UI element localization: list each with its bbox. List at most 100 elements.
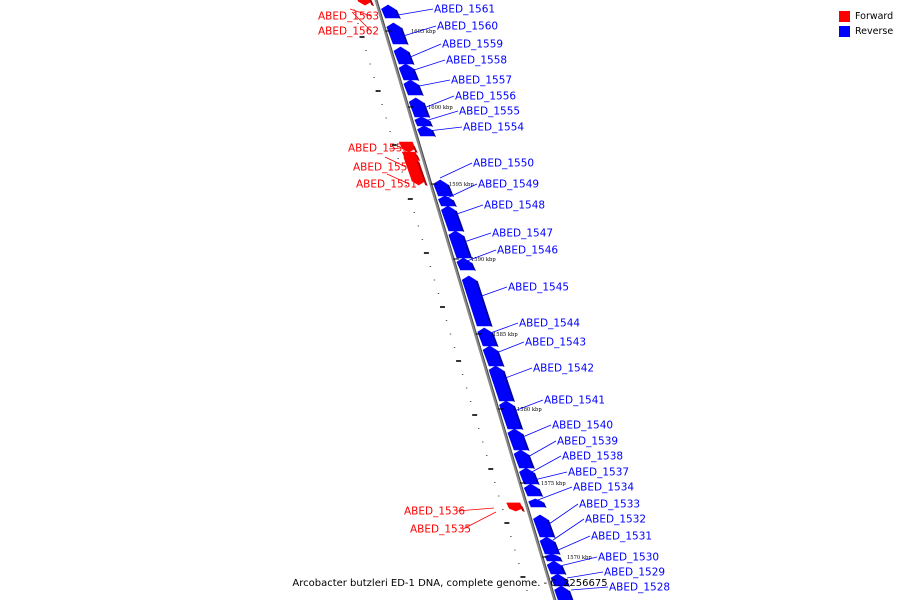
genome-axis bbox=[374, 0, 557, 600]
gene-label[interactable]: ABED_1532 bbox=[585, 514, 646, 526]
gene-abed-1551[interactable] bbox=[403, 156, 428, 186]
gene-label[interactable]: ABED_1563 bbox=[318, 11, 379, 23]
gene-connector bbox=[424, 110, 459, 122]
gene-label[interactable]: ABED_1554 bbox=[463, 122, 524, 134]
gene-abed-1530[interactable] bbox=[546, 560, 567, 575]
gene-label[interactable]: ABED_1529 bbox=[604, 567, 665, 579]
gene-connector bbox=[418, 95, 455, 111]
gene-connector bbox=[456, 507, 495, 512]
gene-connector bbox=[484, 322, 519, 336]
gene-label[interactable]: ABED_1555 bbox=[459, 106, 520, 118]
gene-block[interactable] bbox=[403, 156, 426, 186]
gene-label[interactable]: ABED_1551 bbox=[356, 179, 417, 191]
gene-abed-1544[interactable] bbox=[477, 327, 499, 347]
gene-block[interactable] bbox=[438, 195, 455, 207]
gene-label[interactable]: ABED_1561 bbox=[434, 4, 495, 16]
gene-abed-1529[interactable] bbox=[550, 573, 571, 587]
gene-label[interactable]: ABED_1546 bbox=[497, 245, 558, 257]
gene-label[interactable]: ABED_1542 bbox=[533, 363, 594, 375]
gene-connector bbox=[407, 43, 442, 59]
gene-abed-1547[interactable] bbox=[448, 230, 473, 259]
gene-label[interactable]: ABED_1541 bbox=[544, 395, 605, 407]
gene-abed-1543[interactable] bbox=[482, 345, 505, 367]
gene-block-shade bbox=[519, 505, 525, 512]
gene-abed-1528[interactable] bbox=[554, 585, 578, 600]
gene-abed-1559[interactable] bbox=[393, 46, 415, 65]
gene-block[interactable] bbox=[414, 116, 432, 127]
gene-label[interactable]: ABED_1547 bbox=[492, 228, 553, 240]
gene-block[interactable] bbox=[539, 536, 559, 555]
axis-ticks: 1605 kbp 1600 kbp 1595 kbp 1590 kbp 1585 kbp… bbox=[385, 29, 592, 561]
gene-abed-1560[interactable] bbox=[386, 22, 409, 45]
gene-abed-1538[interactable] bbox=[519, 467, 540, 485]
gene-label[interactable]: ABED_1533 bbox=[579, 499, 640, 511]
legend-forward-label: Forward bbox=[855, 10, 894, 22]
gene-connector bbox=[413, 79, 451, 88]
gene-abed-1537[interactable] bbox=[523, 483, 544, 497]
gene-block[interactable] bbox=[550, 573, 569, 587]
gene-label[interactable]: ABED_1548 bbox=[484, 200, 545, 212]
gene-label[interactable]: ABED_1560 bbox=[437, 21, 498, 33]
gene-label[interactable]: ABED_1537 bbox=[568, 467, 629, 479]
gene-label[interactable]: ABED_1553 bbox=[348, 143, 409, 155]
gene-abed-1554[interactable] bbox=[417, 125, 437, 137]
gene-abed-1539[interactable] bbox=[513, 449, 535, 469]
gene-abed-1555[interactable] bbox=[414, 116, 434, 127]
gene-abed-1533[interactable] bbox=[533, 514, 556, 538]
gene-label[interactable]: ABED_1528 bbox=[609, 582, 670, 594]
gene-label[interactable]: ABED_1557 bbox=[451, 75, 512, 87]
gene-block-shade bbox=[512, 405, 524, 430]
gene-abed-1532[interactable] bbox=[539, 536, 561, 555]
tick-label: 1600 kbp bbox=[428, 105, 453, 111]
gene-block[interactable] bbox=[506, 502, 523, 512]
gene-abed-1561[interactable] bbox=[381, 4, 401, 19]
gene-abed-1558[interactable] bbox=[398, 63, 420, 81]
gene-abed-1550[interactable] bbox=[433, 179, 454, 197]
gene-label[interactable]: ABED_1558 bbox=[446, 55, 507, 67]
gene-abed-1557[interactable] bbox=[403, 79, 424, 96]
gene-label[interactable]: ABED_1549 bbox=[478, 179, 539, 191]
gene-block[interactable] bbox=[398, 141, 416, 153]
gene-abed-1546[interactable] bbox=[456, 257, 476, 271]
gene-label[interactable]: ABED_1545 bbox=[508, 282, 569, 294]
gene-label[interactable]: ABED_1544 bbox=[519, 318, 580, 330]
gene-abed-1531[interactable] bbox=[544, 553, 563, 562]
gene-block-shade bbox=[369, 0, 374, 6]
gene-block-shade bbox=[422, 102, 431, 118]
gene-abed-1556[interactable] bbox=[408, 97, 431, 118]
gene-label[interactable]: ABED_1535 bbox=[410, 524, 471, 536]
gene-label[interactable]: ABED_1534 bbox=[573, 482, 634, 494]
gene-abed-1553[interactable] bbox=[398, 141, 418, 153]
gene-abed-1549[interactable] bbox=[438, 195, 457, 207]
gene-label[interactable]: ABED_1536 bbox=[404, 506, 465, 518]
gene-abed-1541[interactable] bbox=[499, 400, 524, 430]
gene-block-shade bbox=[407, 51, 415, 65]
gene-abed-1545[interactable] bbox=[461, 275, 493, 327]
gene-label[interactable]: ABED_1550 bbox=[473, 158, 534, 170]
gene-label[interactable]: ABED_1543 bbox=[525, 337, 586, 349]
gene-block[interactable] bbox=[433, 179, 452, 197]
gene-abed-1562[interactable] bbox=[355, 0, 374, 6]
gene-label[interactable]: ABED_1562 bbox=[318, 26, 379, 38]
gene-label[interactable]: ABED_1556 bbox=[455, 91, 516, 103]
gene-abed-1540[interactable] bbox=[507, 428, 530, 451]
gene-block-shade bbox=[394, 9, 401, 19]
gene-label[interactable]: ABED_1552 bbox=[353, 162, 414, 174]
gene-label[interactable]: ABED_1530 bbox=[598, 552, 659, 564]
gene-block-shade bbox=[416, 84, 424, 96]
gene-block[interactable] bbox=[507, 428, 528, 451]
gene-label[interactable]: ABED_1538 bbox=[562, 451, 623, 463]
gene-abed-1534[interactable] bbox=[528, 498, 547, 508]
gene-connector bbox=[388, 147, 402, 150]
tick-label: 1605 kbp bbox=[411, 29, 436, 35]
gene-abed-1535[interactable] bbox=[506, 502, 525, 512]
gene-block[interactable] bbox=[554, 585, 575, 600]
gene-block-shade bbox=[451, 199, 457, 207]
gene-label[interactable]: ABED_1531 bbox=[591, 531, 652, 543]
gene-block[interactable] bbox=[355, 0, 372, 6]
gene-label[interactable]: ABED_1559 bbox=[442, 39, 503, 51]
gene-abed-1548[interactable] bbox=[441, 205, 465, 232]
gene-label[interactable]: ABED_1540 bbox=[552, 420, 613, 432]
gene-block-shade bbox=[454, 210, 465, 232]
gene-label[interactable]: ABED_1539 bbox=[557, 436, 618, 448]
